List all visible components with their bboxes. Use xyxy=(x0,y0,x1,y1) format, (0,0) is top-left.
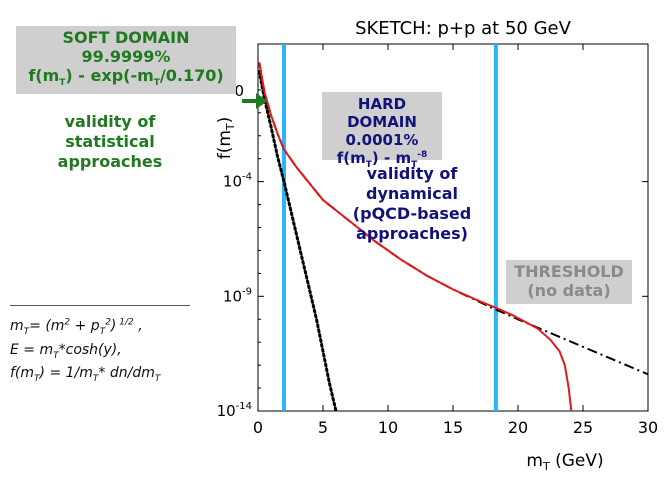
definitions-block: mT= (m2 + pT2) 1/2 , E = mT*cosh(y), f(m… xyxy=(10,316,210,387)
x-tick-label: 10 xyxy=(378,418,398,437)
soft-validity-note: validity of statistical approaches xyxy=(28,112,192,172)
chart-title: SKETCH: p+p at 50 GeV xyxy=(355,18,572,39)
hard-validity-line: dynamical xyxy=(366,184,458,203)
y-tick-label: 10-14 xyxy=(217,401,252,420)
soft-domain-percent: 99.9999% xyxy=(81,47,171,67)
hard-validity-line: validity of xyxy=(366,164,458,183)
hard-validity-note: validity of dynamical (pQCD-based approa… xyxy=(338,164,486,244)
definition-fmt: f(mT) = 1/mT* dn/dmT xyxy=(10,365,161,385)
y-axis-label: f(mT) xyxy=(215,117,237,160)
threshold-subtitle: (no data) xyxy=(527,281,611,301)
soft-domain-function: f(mT) - exp(-mT/0.170) xyxy=(28,66,224,89)
soft-domain-box: SOFT DOMAIN 99.9999% f(mT) - exp(-mT/0.1… xyxy=(16,26,236,94)
hard-domain-percent: 0.0001% xyxy=(345,131,419,149)
x-tick-label: 25 xyxy=(573,418,593,437)
soft-validity-line: validity of xyxy=(64,112,156,131)
soft-domain-title: SOFT DOMAIN xyxy=(62,28,190,47)
x-tick-label: 20 xyxy=(508,418,528,437)
soft-validity-line: statistical xyxy=(65,132,155,151)
hard-domain-box: HARD DOMAIN 0.0001% f(mT) - mT-8 xyxy=(322,92,442,170)
y-zero-label: 0 xyxy=(234,82,244,100)
x-tick-label: 30 xyxy=(638,418,658,437)
definitions-divider xyxy=(10,305,190,306)
hard-validity-line: (pQCD-based xyxy=(352,204,472,223)
hard-domain-function: f(mT) - mT-8 xyxy=(336,149,428,170)
x-axis-label: mT (GeV) xyxy=(526,451,603,473)
total-spectrum-red-line xyxy=(258,62,573,411)
threshold-box: THRESHOLD (no data) xyxy=(506,260,632,304)
hard-validity-line: approaches) xyxy=(356,224,468,243)
definition-energy: E = mT*cosh(y), xyxy=(10,341,122,361)
definition-mt: mT= (m2 + pT2) 1/2 , xyxy=(10,317,143,337)
x-tick-label: 15 xyxy=(443,418,463,437)
x-tick-label: 0 xyxy=(253,418,263,437)
hard-domain-title: HARD DOMAIN xyxy=(347,95,417,131)
x-tick-label: 5 xyxy=(318,418,328,437)
arrow-head xyxy=(256,93,268,109)
soft-validity-line: approaches xyxy=(57,152,163,171)
y-tick-label: 10-9 xyxy=(223,286,252,305)
threshold-title: THRESHOLD xyxy=(514,262,624,281)
y-tick-label: 10-4 xyxy=(223,172,252,191)
soft-component-dotted-line xyxy=(258,70,338,411)
